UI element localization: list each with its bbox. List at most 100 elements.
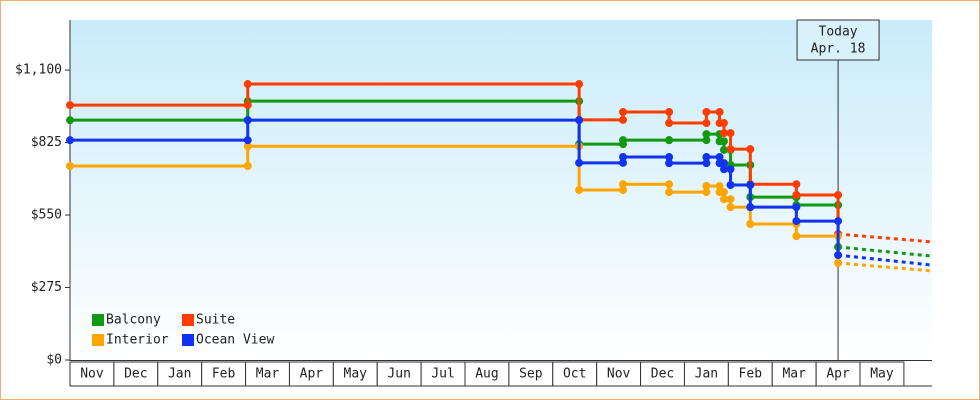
x-tick-label: Feb xyxy=(212,367,236,382)
point xyxy=(702,153,711,162)
point xyxy=(746,220,755,228)
month-cell xyxy=(245,361,290,387)
point xyxy=(715,107,724,116)
x-tick-label: May xyxy=(870,367,894,382)
point xyxy=(726,165,735,174)
point xyxy=(726,203,735,212)
point xyxy=(665,136,674,145)
point xyxy=(719,195,728,204)
point xyxy=(719,159,728,168)
point xyxy=(726,195,735,204)
x-tick-label: Dec xyxy=(651,367,674,382)
legend-label: Balcony xyxy=(106,313,161,328)
month-cell xyxy=(596,361,642,387)
x-tick-label: Oct xyxy=(563,367,586,382)
x-tick-label: Mar xyxy=(256,367,280,382)
point xyxy=(702,119,711,128)
legend-swatch xyxy=(92,314,104,326)
point xyxy=(243,80,252,89)
point xyxy=(715,182,724,191)
point xyxy=(575,186,584,194)
point xyxy=(243,162,252,171)
month-cell xyxy=(201,361,247,387)
point xyxy=(792,191,801,200)
point xyxy=(719,188,728,197)
point xyxy=(575,116,584,125)
point xyxy=(792,180,801,189)
y-tick-label: $1,100 xyxy=(15,63,62,78)
month-cell xyxy=(859,361,905,387)
point xyxy=(619,153,628,162)
plot-area xyxy=(70,20,932,360)
point xyxy=(619,158,628,167)
point xyxy=(746,203,755,212)
point xyxy=(702,107,711,116)
point xyxy=(715,153,724,162)
point xyxy=(619,186,628,194)
point xyxy=(702,130,711,139)
x-tick-label: Apr xyxy=(300,367,324,382)
x-tick-label: Jan xyxy=(695,367,718,382)
point xyxy=(702,188,711,197)
point xyxy=(834,191,843,200)
point xyxy=(665,188,674,197)
point xyxy=(665,153,674,162)
point xyxy=(665,107,674,116)
point xyxy=(665,180,674,189)
x-tick-label: Jun xyxy=(387,367,410,382)
x-tick-label: Aug xyxy=(475,367,498,382)
today-label: Today xyxy=(819,25,858,40)
point xyxy=(665,119,674,128)
point xyxy=(746,145,755,154)
y-tick-label: $0 xyxy=(46,353,62,368)
point xyxy=(665,159,674,168)
month-cell xyxy=(683,361,729,387)
point xyxy=(66,136,74,145)
point xyxy=(66,101,74,110)
x-tick-label: May xyxy=(344,367,368,382)
point xyxy=(719,137,728,146)
point xyxy=(719,145,728,154)
point xyxy=(619,180,628,189)
x-tick-label: Dec xyxy=(124,367,147,382)
x-tick-label: Sep xyxy=(519,367,543,382)
x-tick-label: Jan xyxy=(168,367,191,382)
point xyxy=(619,136,628,145)
point xyxy=(726,180,735,189)
point xyxy=(66,116,74,125)
legend-swatch xyxy=(182,314,194,326)
x-tick-label: Nov xyxy=(80,367,104,382)
today-box xyxy=(796,19,880,61)
month-cell xyxy=(552,361,598,387)
point xyxy=(719,119,728,128)
point xyxy=(746,180,755,189)
point xyxy=(834,251,843,260)
month-cell xyxy=(815,361,861,387)
legend-swatch xyxy=(92,334,104,346)
month-cell xyxy=(727,361,773,387)
x-tick-label: Mar xyxy=(782,367,806,382)
point xyxy=(719,165,728,174)
point xyxy=(702,159,711,168)
month-cell xyxy=(464,361,510,387)
point xyxy=(719,129,728,138)
legend-label: Interior xyxy=(106,333,169,348)
point xyxy=(243,136,252,145)
y-tick-label: $550 xyxy=(31,208,62,223)
point xyxy=(792,217,801,226)
point xyxy=(575,80,584,89)
point xyxy=(792,203,801,212)
month-cell xyxy=(157,361,203,387)
point xyxy=(834,259,843,268)
x-tick-label: Apr xyxy=(826,367,850,382)
today-date: Apr. 18 xyxy=(811,42,866,57)
month-cell xyxy=(376,361,422,387)
point xyxy=(834,217,843,226)
y-tick-label: $275 xyxy=(31,280,62,295)
point xyxy=(726,129,735,138)
legend-swatch xyxy=(182,334,194,346)
point xyxy=(575,158,584,167)
point xyxy=(243,101,252,110)
legend-label: Ocean View xyxy=(196,333,274,348)
